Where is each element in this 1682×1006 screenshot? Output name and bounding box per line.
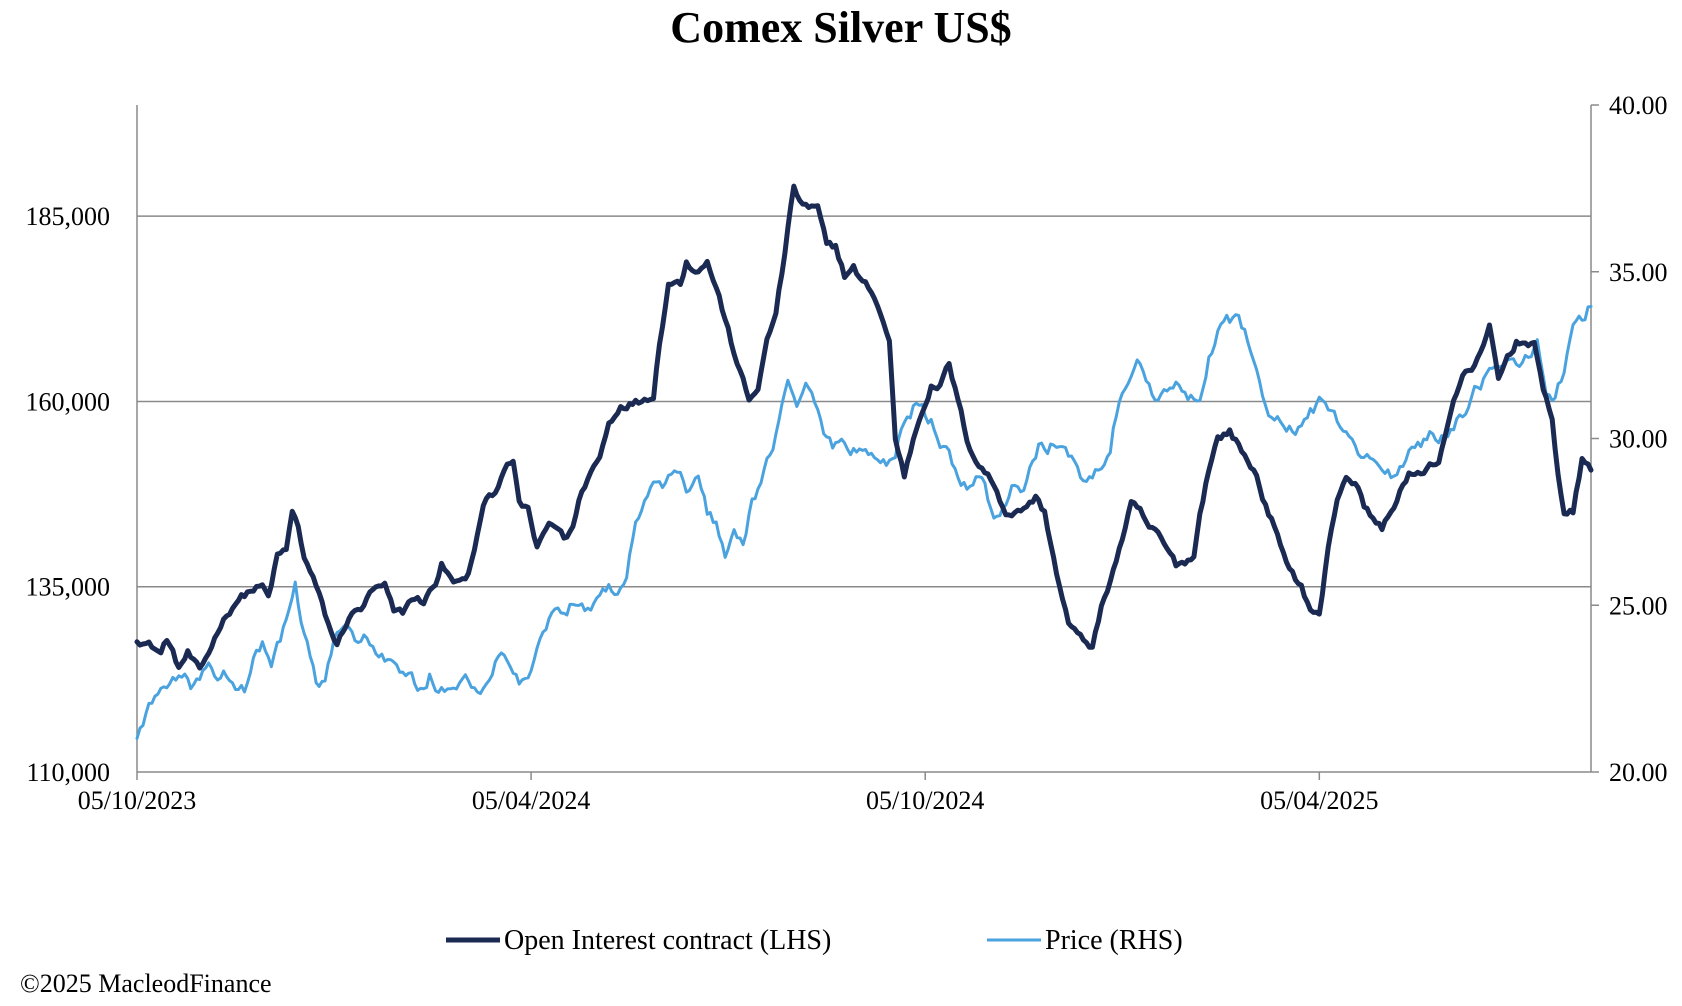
x-tick-label: 05/10/2023 [78,786,196,815]
right-tick-label: 35.00 [1609,258,1668,287]
series-line-open-interest [134,183,1594,671]
legend-label-open-interest: Open Interest contract (LHS) [504,925,831,956]
left-tick-label: 185,000 [26,202,111,231]
x-axis-tick-labels: 05/10/2023 05/04/2024 05/10/2024 05/04/2025 [78,786,1379,815]
right-tick-label: 30.00 [1609,425,1668,454]
right-tick-label: 20.00 [1609,758,1668,787]
left-axis-tick-labels: 110,000 135,000 160,000 185,000 [26,202,111,787]
left-tick-label: 160,000 [26,387,111,416]
series-line-price [135,304,1593,740]
x-tick-label: 05/04/2024 [472,786,590,815]
series-layer [134,183,1594,740]
legend: Open Interest contract (LHS) Price (RHS) [446,925,1183,956]
axes [136,104,1599,780]
gridlines [137,215,1591,588]
chart-title: Comex Silver US$ [670,3,1011,52]
right-tick-label: 40.00 [1609,91,1668,120]
right-tick-label: 25.00 [1609,591,1668,620]
x-tick-label: 05/10/2024 [866,786,984,815]
left-tick-label: 135,000 [26,573,111,602]
right-axis-tick-labels: 20.00 25.00 30.00 35.00 40.00 [1609,91,1668,787]
left-tick-label: 110,000 [26,758,110,787]
x-tick-label: 05/04/2025 [1260,786,1378,815]
copyright: ©2025 MacleodFinance [20,969,272,998]
legend-label-price: Price (RHS) [1045,925,1183,956]
